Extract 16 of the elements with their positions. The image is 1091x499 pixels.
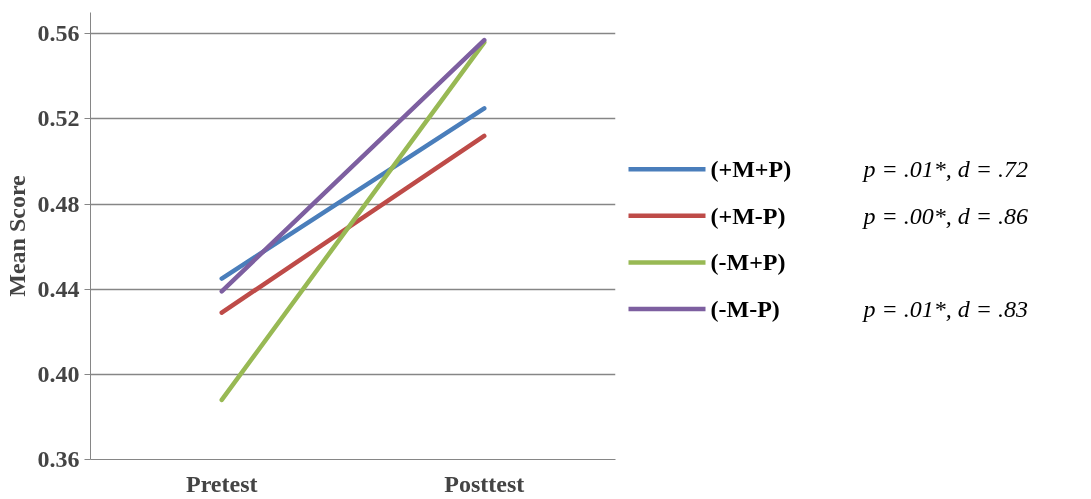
legend-label: (+M+P) <box>710 156 792 183</box>
y-tick-label: 0.52 <box>37 105 80 132</box>
y-tick-label: 0.56 <box>37 20 80 47</box>
text: p = .00*, d = .86 <box>861 202 1028 229</box>
legend-label: (-M-P) <box>710 296 780 323</box>
legend-label: (-M+P) <box>710 249 786 276</box>
y-tick-label: 0.44 <box>37 275 80 302</box>
x-tick-label: Pretest <box>186 470 258 497</box>
y-tick-label: 0.48 <box>37 190 80 217</box>
y-tick-label: 0.36 <box>37 446 80 472</box>
legend-label: (+M-P) <box>710 202 786 229</box>
y-axis-title: Mean Score <box>3 174 30 297</box>
x-tick-label: Posttest <box>444 470 525 497</box>
y-tick-label: 0.40 <box>37 360 80 387</box>
text: p = .01*, d = .83 <box>861 296 1028 323</box>
text: p = .01*, d = .72 <box>861 156 1028 183</box>
